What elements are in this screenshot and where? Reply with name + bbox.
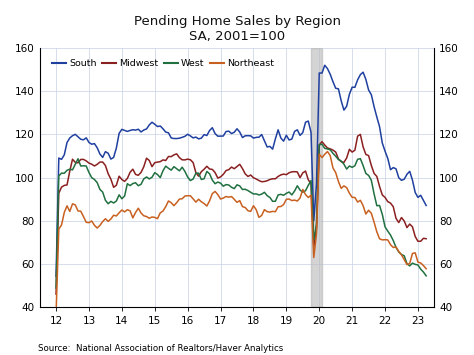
Text: Source:  National Association of Realtors/Haver Analytics: Source: National Association of Realtors… <box>38 344 283 354</box>
Bar <box>311 48 322 307</box>
Legend: South, Midwest, West, Northeast: South, Midwest, West, Northeast <box>48 56 278 72</box>
Title: Pending Home Sales by Region
SA, 2001=100: Pending Home Sales by Region SA, 2001=10… <box>134 15 340 43</box>
